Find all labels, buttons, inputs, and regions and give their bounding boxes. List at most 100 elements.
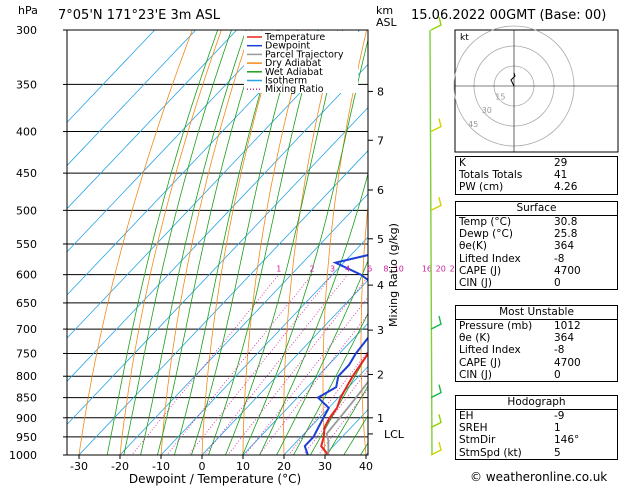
unstable-value: 1012 <box>554 320 581 332</box>
unstable-row: Pressure (mb) 1012 <box>456 320 617 332</box>
index-label: PW (cm) <box>459 181 504 194</box>
pressure-tick-label: 300 <box>16 24 37 37</box>
pressure-tick-label: 400 <box>16 126 37 139</box>
unstable-value: 4700 <box>554 356 581 369</box>
series-temperature <box>320 351 368 455</box>
surface-table: Surface Temp (°C) 30.8 Dewp (°C) 25.8 θe(K) 3… <box>455 201 618 291</box>
km-tick-label: 6 <box>377 184 384 197</box>
index-row: PW (cm) 4.26 <box>456 181 617 193</box>
wet-adiabat <box>293 312 368 455</box>
dry-adiabat <box>398 6 430 473</box>
isotherm-line <box>67 30 279 253</box>
pressure-tick-label: 600 <box>16 269 37 282</box>
mixing-ratio-label: 6 <box>367 265 372 274</box>
surface-value: -8 <box>554 252 565 265</box>
wet-adiabat <box>242 38 368 455</box>
wet-adiabat <box>173 30 280 455</box>
location-title: 7°05'N 171°23'E 3m ASL <box>58 8 220 23</box>
km-tick-label: 7 <box>377 134 384 147</box>
pressure-tick-label: 700 <box>16 323 37 336</box>
pressure-tick-label: 650 <box>16 297 37 310</box>
plot-frame <box>66 29 369 456</box>
isotherm-line <box>67 30 238 210</box>
hodo-value: 146° <box>554 434 580 447</box>
surface-label: θe(K) <box>459 240 487 253</box>
legend-label: Parcel Trajectory <box>265 49 344 60</box>
wind-barb <box>430 414 442 429</box>
mixing-ratio-label: 8 <box>383 265 388 274</box>
km-unit: km <box>376 4 394 17</box>
unstable-label: θe (K) <box>459 332 491 345</box>
index-row: Totals Totals 41 <box>456 169 617 181</box>
surface-row: Dewp (°C) 25.8 <box>456 228 617 240</box>
wind-profile-line <box>429 29 433 456</box>
unstable-row: CAPE (J) 4700 <box>456 357 617 369</box>
dry-adiabat <box>360 202 368 455</box>
hodo-label: EH <box>459 410 474 422</box>
legend-label: Dry Adiabat <box>265 58 322 69</box>
surface-row: Temp (°C) 30.8 <box>456 216 617 228</box>
pressure-tick-label: 900 <box>16 412 37 425</box>
surface-value: 364 <box>554 240 575 253</box>
pressure-tick-label: 950 <box>16 431 37 444</box>
index-value: 29 <box>554 157 568 169</box>
km-tick-label: 8 <box>377 85 384 98</box>
isotherm-line <box>67 30 156 123</box>
legend-label: Mixing Ratio <box>265 84 324 95</box>
hodo-value: -9 <box>554 410 565 422</box>
surface-value: 0 <box>554 276 561 289</box>
hodograph-frame <box>454 29 619 153</box>
unstable-title: Most Unstable <box>456 306 617 320</box>
pressure-tick-label: 350 <box>16 78 37 91</box>
mixing-ratio-label: 10 <box>394 265 404 274</box>
hodo-value: 5 <box>554 446 561 459</box>
mixing-ratio-label: 16 <box>422 265 432 274</box>
legend-label: Isotherm <box>265 76 307 87</box>
hodograph-speed-label: 30 <box>482 106 492 115</box>
dry-adiabat <box>160 30 251 455</box>
unstable-value: 0 <box>554 368 561 381</box>
dry-adiabat <box>322 30 368 455</box>
km-tick-label: 2 <box>377 368 384 381</box>
dry-adiabat <box>283 30 339 455</box>
mixing-ratio-label: 3 <box>330 265 335 274</box>
wet-adiabat <box>190 30 298 455</box>
wind-barb <box>430 118 442 133</box>
legend-label: Temperature <box>264 32 325 43</box>
pressure-tick-label: 800 <box>16 370 37 383</box>
mixing-ratio-line <box>203 274 348 455</box>
mixing-ratio-line <box>302 369 368 455</box>
km-tick-label: 5 <box>377 233 384 246</box>
hodo-row: EH -9 <box>456 410 617 422</box>
wind-barb <box>430 197 442 211</box>
unstable-label: CAPE (J) <box>459 356 502 369</box>
datetime-title: 15.06.2022 00GMT (Base: 00) <box>411 8 607 23</box>
wet-adiabat <box>156 30 263 455</box>
hodo-row: StmSpd (kt) 5 <box>456 447 617 459</box>
temp-tick-label: 10 <box>236 460 250 473</box>
temp-tick-label: 40 <box>359 460 373 473</box>
surface-label: Lifted Index <box>459 252 521 265</box>
mixing-ratio-line <box>258 313 368 455</box>
unstable-value: -8 <box>554 344 565 357</box>
pressure-tick-label: 450 <box>16 167 37 180</box>
pressure-tick-label: 1000 <box>9 449 37 462</box>
unstable-table: Most Unstable Pressure (mb) 1012 θe (K) 364… <box>455 305 618 382</box>
isotherm-line <box>160 236 368 455</box>
mixing-ratio-line <box>244 296 368 455</box>
surface-value: 25.8 <box>554 228 578 241</box>
hodograph-unit: kt <box>460 33 469 43</box>
isotherm-line <box>67 107 368 425</box>
mixing-ratio-label: 20 <box>436 265 446 274</box>
mixing-ratio-line <box>227 276 368 455</box>
surface-row: θe(K) 364 <box>456 240 617 252</box>
hodo-label: StmDir <box>459 434 496 447</box>
temp-tick-label: -20 <box>111 460 129 473</box>
surface-value: 30.8 <box>554 216 578 228</box>
wet-adiabat <box>343 414 368 455</box>
surface-row: CIN (J) 0 <box>456 277 617 289</box>
unstable-value: 364 <box>554 332 575 345</box>
temp-tick-label: 30 <box>318 460 332 473</box>
hodograph-speed-label: 45 <box>468 120 478 129</box>
